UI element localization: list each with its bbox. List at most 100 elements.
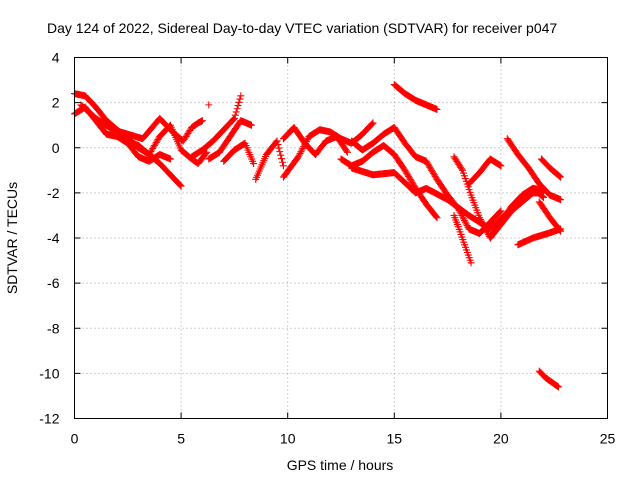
series-track-4 [124,121,211,168]
x-tick-labels: 0 5 10 15 20 25 [71,431,616,447]
data-point [177,182,185,190]
data-point [495,161,503,169]
data-point [458,165,466,173]
data-point [431,172,439,180]
data-point [154,135,162,143]
axis-ticks [74,57,608,419]
data-point [149,145,157,153]
data-point [460,215,468,223]
data-point [424,160,432,168]
data-point [151,140,159,148]
y-tick-label: -10 [39,365,59,381]
data-point [554,382,562,390]
series-track-8 [205,101,213,109]
data-point [299,144,307,152]
series-track-15 [390,81,441,113]
data-point [467,259,475,267]
data-point [152,138,160,146]
series-track-9 [252,137,287,183]
data-point [426,163,434,171]
data-point [250,160,258,168]
y-tick-label: -6 [47,275,60,291]
y-tick-labels: -12 -10 -8 -6 -4 -2 0 2 4 [39,50,59,427]
data-point [145,151,153,159]
data-point [461,218,469,226]
data-point [147,148,155,156]
data-point [198,117,206,125]
data-point [296,149,304,157]
data-point [428,166,436,174]
data-point [343,147,351,155]
y-tick-label: 2 [52,95,60,111]
data-point [297,148,305,156]
series-track-5 [188,92,245,161]
data-point [405,172,413,180]
y-tick-label: 0 [52,140,60,156]
series-track-11 [279,123,351,159]
data-point [554,383,562,391]
y-tick-label: 4 [52,50,60,66]
data-point [279,162,287,170]
data-point [430,171,438,179]
data-point [476,215,484,223]
chart-title: Day 124 of 2022, Sidereal Day-to-day VTE… [47,20,557,36]
data-point [279,158,287,166]
series-track-17 [450,211,475,267]
data-point [203,148,211,156]
data-point [482,226,490,234]
data-point [481,224,489,232]
data-point [230,114,238,122]
data-point [278,155,286,163]
data-point [403,169,411,177]
series-track-22 [537,155,565,181]
data-point [368,120,376,128]
data-point [557,173,565,181]
data-point [459,213,467,221]
data-point [233,105,241,113]
y-axis-label: SDTVAR / TECUs [4,182,20,294]
data-point [497,162,505,170]
x-tick-label: 0 [71,431,79,447]
data-point [247,121,255,129]
data-point [460,217,468,225]
data-point [237,92,245,100]
data-point [274,141,282,149]
data-point [477,217,485,225]
series-track-12 [337,141,441,222]
data-point [236,95,244,103]
data-point [295,151,303,159]
data-point [232,108,240,116]
data-point [276,148,284,156]
y-tick-label: -4 [47,230,60,246]
data-point [555,172,563,180]
y-tick-label: -12 [39,411,59,427]
data-point [463,222,471,230]
data-point [479,220,487,228]
data-point [298,146,306,154]
data-point [404,171,412,179]
series-track-24 [535,367,562,391]
data-point [401,166,409,174]
x-tick-label: 25 [600,431,616,447]
data-point [166,155,174,163]
data-point [428,168,436,176]
series-track-7 [220,139,258,168]
x-tick-label: 10 [280,431,296,447]
data-point [294,153,302,161]
x-tick-label: 5 [177,431,185,447]
data-point [230,115,238,123]
data-point [427,165,435,173]
data-point [273,137,281,145]
data-point [150,143,158,151]
data-point [496,161,504,169]
data-point [146,149,154,157]
data-point [205,101,213,109]
series-track-6 [205,117,255,163]
data-point [483,227,491,235]
data-point [429,169,437,177]
data-point [557,196,565,204]
data-point [425,162,433,170]
data-point [462,220,470,228]
y-tick-label: -2 [47,185,60,201]
